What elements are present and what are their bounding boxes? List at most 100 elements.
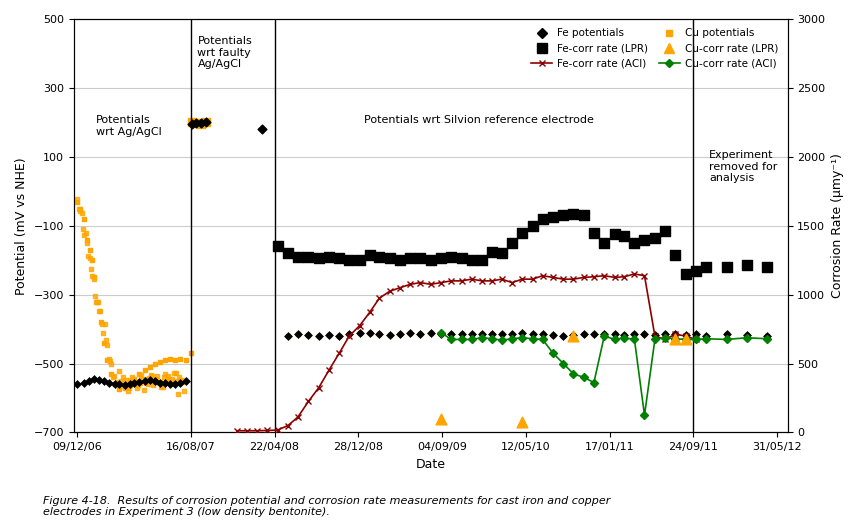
Point — [80, 235, 94, 244]
Point — [167, 369, 180, 377]
Point — [454, 330, 468, 338]
Point — [353, 328, 367, 337]
Point — [79, 229, 93, 237]
Point — [92, 307, 106, 315]
Point — [241, 435, 254, 444]
Point — [679, 331, 692, 340]
Point — [104, 370, 118, 378]
Point — [171, 390, 185, 399]
Point — [165, 375, 179, 383]
Point — [174, 355, 187, 364]
Point — [291, 330, 305, 338]
Point — [132, 370, 146, 378]
Point — [179, 356, 192, 364]
Point — [131, 380, 145, 389]
Point — [536, 330, 550, 338]
Point — [271, 432, 284, 440]
Point — [281, 332, 295, 340]
Point — [106, 373, 119, 381]
Point — [153, 357, 167, 366]
Point — [82, 253, 96, 262]
Point — [158, 356, 172, 364]
Point — [322, 331, 336, 340]
Point — [536, 214, 550, 223]
Point — [608, 330, 622, 338]
Point — [159, 370, 173, 378]
Point — [102, 378, 116, 386]
Point — [101, 341, 114, 349]
Point — [434, 254, 448, 263]
Point — [312, 332, 326, 340]
Point — [73, 204, 87, 213]
Point — [515, 328, 529, 337]
Point — [271, 432, 284, 440]
Point — [291, 252, 305, 261]
Point — [740, 331, 753, 340]
Point — [404, 254, 417, 263]
Point — [413, 330, 427, 338]
Point — [137, 385, 150, 394]
Point — [302, 331, 315, 340]
Point — [393, 330, 406, 338]
Point — [120, 386, 134, 395]
Point — [628, 330, 642, 338]
Point — [608, 330, 622, 338]
Point — [760, 332, 774, 340]
Point — [99, 335, 113, 344]
Point — [505, 330, 519, 338]
Point — [617, 331, 631, 339]
Point — [133, 379, 147, 388]
Point — [515, 418, 529, 427]
Point — [186, 118, 199, 127]
Point — [77, 214, 91, 223]
Point — [145, 372, 159, 380]
Point — [637, 235, 651, 244]
Point — [83, 246, 97, 254]
Point — [199, 118, 213, 127]
Point — [546, 331, 560, 340]
Point — [485, 330, 499, 338]
Point — [495, 249, 509, 258]
Point — [312, 332, 326, 340]
Point — [567, 331, 581, 340]
Point — [271, 242, 284, 251]
Point — [648, 233, 661, 242]
Point — [495, 329, 509, 338]
Point — [689, 330, 703, 338]
Point — [108, 380, 122, 388]
Point — [515, 229, 529, 237]
Point — [160, 377, 174, 385]
Point — [107, 380, 121, 389]
Point — [617, 232, 631, 240]
Point — [186, 120, 199, 128]
Point — [515, 328, 529, 337]
Point — [194, 119, 208, 128]
Point — [164, 380, 178, 389]
Point — [699, 332, 713, 340]
Point — [84, 265, 98, 274]
Point — [679, 335, 692, 344]
Point — [567, 210, 581, 218]
Point — [363, 329, 377, 337]
Point — [668, 251, 682, 259]
Point — [679, 270, 692, 278]
Point — [658, 227, 672, 235]
Point — [92, 376, 106, 384]
Point — [123, 380, 137, 389]
Point — [122, 383, 136, 392]
Point — [168, 380, 182, 389]
Point — [648, 331, 661, 339]
Point — [132, 378, 146, 386]
Point — [119, 375, 133, 384]
Point — [281, 249, 295, 258]
Point — [413, 330, 427, 338]
Point — [141, 380, 155, 389]
Point — [658, 330, 672, 338]
Point — [404, 328, 417, 337]
Point — [281, 332, 295, 340]
Point — [148, 376, 161, 385]
Point — [567, 332, 581, 340]
Point — [101, 355, 115, 363]
Point — [393, 330, 406, 338]
Point — [138, 376, 152, 385]
